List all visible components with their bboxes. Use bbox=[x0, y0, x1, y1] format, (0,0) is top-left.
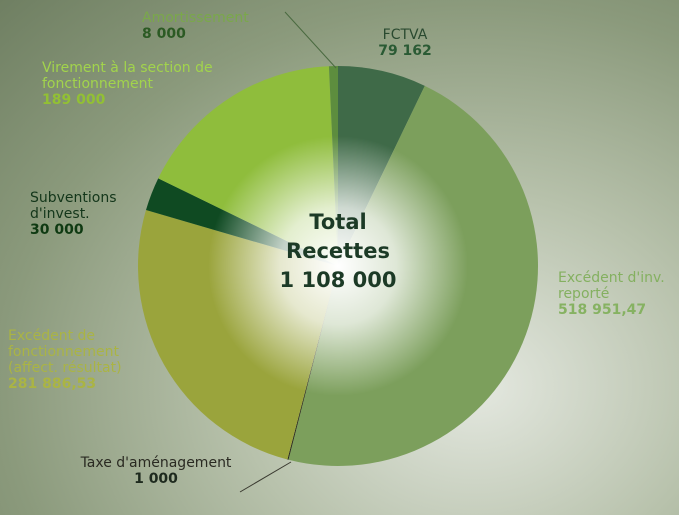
value-label: 8 000 bbox=[142, 26, 186, 42]
category-name: Taxe d'aménagement bbox=[80, 455, 232, 471]
slice-label: Subventions d'invest. 30 000 bbox=[30, 190, 150, 238]
value-label: 30 000 bbox=[30, 222, 84, 238]
center-text-line: Total bbox=[309, 210, 367, 234]
category-name: Excédent de fonctionnement (affect. résu… bbox=[8, 328, 122, 376]
slice-label: Excédent d'inv. reporté 518 951,47 bbox=[558, 270, 679, 318]
center-text-line: Recettes bbox=[286, 239, 390, 263]
value-label: 79 162 bbox=[378, 43, 432, 59]
value-label: 189 000 bbox=[42, 92, 106, 108]
slice-label: Taxe d'aménagement 1 000 bbox=[76, 455, 236, 487]
slice-label: FCTVA 79 162 bbox=[365, 27, 445, 59]
value-label: 281 886,53 bbox=[8, 376, 97, 392]
category-name: Virement à la section de fonctionnement bbox=[42, 60, 213, 92]
center-glow bbox=[208, 136, 468, 396]
category-name: Amortissement bbox=[142, 10, 249, 26]
slice-label: Virement à la section de fonctionnement 1… bbox=[42, 60, 242, 108]
leader-line bbox=[284, 11, 337, 69]
center-label: Total Recettes 1 108 000 bbox=[258, 208, 418, 295]
slice-label: Excédent de fonctionnement (affect. résu… bbox=[8, 328, 158, 392]
value-label: 518 951,47 bbox=[558, 302, 647, 318]
value-label: 1 000 bbox=[134, 471, 178, 487]
category-name: Excédent d'inv. reporté bbox=[558, 270, 665, 302]
leader-line bbox=[239, 461, 292, 493]
category-name: FCTVA bbox=[382, 27, 428, 43]
center-text-line: 1 108 000 bbox=[279, 268, 397, 292]
category-name: Subventions d'invest. bbox=[30, 190, 117, 222]
slice-label: Amortissement 8 000 bbox=[142, 10, 292, 42]
